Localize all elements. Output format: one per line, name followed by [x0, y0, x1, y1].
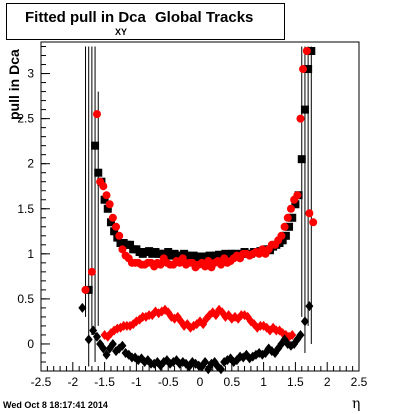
x-tick-label: 0 — [197, 375, 204, 389]
data-point-diamond — [99, 343, 108, 354]
data-point-diamond — [296, 329, 305, 340]
timestamp: Wed Oct 8 18:17:41 2014 — [3, 400, 108, 410]
data-point-circle — [108, 213, 117, 222]
data-point-square — [91, 141, 100, 150]
data-point-square — [288, 213, 297, 222]
y-tick-label: 1 — [27, 247, 34, 261]
y-tick-label: 2 — [27, 157, 34, 171]
x-tick-label: 0.5 — [223, 375, 240, 389]
x-tick-label: -1.5 — [94, 375, 115, 389]
data-point-circle — [293, 191, 302, 200]
data-point-square — [110, 227, 119, 236]
chart-title-rest: Global Tracks — [155, 9, 254, 26]
data-point-circle — [299, 65, 308, 74]
x-tick-label: -2 — [67, 375, 78, 389]
x-tick-label: -1 — [131, 375, 142, 389]
data-point-circle — [92, 110, 101, 119]
data-point-square — [291, 200, 300, 209]
data-point-diamond — [78, 302, 87, 313]
data-point-square — [285, 222, 294, 231]
data-point-circle — [115, 231, 124, 240]
x-tick-label: 2 — [324, 375, 331, 389]
data-point-diamond — [288, 329, 297, 340]
data-point-circle — [216, 260, 225, 269]
x-tick-label: 1 — [260, 375, 267, 389]
data-point-square — [100, 195, 109, 204]
data-point-square — [281, 231, 290, 240]
data-point-circle — [156, 260, 165, 269]
y-tick-label: 0 — [27, 337, 34, 351]
data-point-square — [307, 47, 316, 56]
data-point-circle — [112, 222, 121, 231]
data-point-diamond — [89, 325, 98, 336]
data-point-circle — [118, 245, 127, 254]
data-point-circle — [178, 254, 187, 263]
x-tick-label: -0.5 — [158, 375, 179, 389]
data-point-diamond — [108, 338, 117, 349]
chart-title-subscript: XY — [115, 27, 128, 37]
chart-title-box: Fitted pull in Dca XY Global Tracks — [6, 3, 285, 40]
x-tick-label: -2.5 — [31, 375, 52, 389]
x-tick-label: 2.5 — [351, 375, 368, 389]
y-tick-label: 3 — [27, 67, 34, 81]
data-point-circle — [277, 231, 286, 240]
data-point-circle — [283, 213, 292, 222]
data-point-circle — [102, 191, 111, 200]
y-axis-label: pull in Dca — [6, 49, 22, 120]
data-point-square — [278, 236, 287, 245]
data-point-circle — [302, 47, 311, 56]
data-point-diamond — [102, 349, 111, 360]
data-point-circle — [280, 222, 289, 231]
y-tick-label: 1.5 — [17, 202, 34, 216]
chart-title: Fitted pull in Dca — [25, 9, 146, 26]
data-point-circle — [204, 257, 213, 266]
data-point-square — [94, 168, 103, 177]
data-point-circle — [99, 182, 108, 191]
data-point-circle — [87, 267, 96, 276]
data-point-diamond — [84, 334, 93, 345]
data-point-circle — [296, 114, 305, 123]
x-axis-label: η — [352, 396, 360, 412]
data-point-square — [126, 240, 135, 249]
data-point-square — [297, 155, 306, 164]
data-point-diamond — [300, 316, 309, 327]
y-tick-label: 2.5 — [17, 112, 34, 126]
data-point-square — [103, 204, 112, 213]
y-tick-label: 0.5 — [17, 292, 34, 306]
x-tick-label: 1.5 — [287, 375, 304, 389]
data-point-circle — [286, 204, 295, 213]
data-point-circle — [309, 218, 318, 227]
data-point-square — [300, 105, 309, 114]
data-point-circle — [105, 200, 114, 209]
data-point-diamond — [118, 340, 127, 351]
data-point-diamond — [201, 356, 210, 367]
data-point-circle — [305, 209, 314, 218]
data-point-diamond — [92, 331, 101, 342]
data-point-circle — [81, 285, 90, 294]
data-point-diamond — [305, 301, 314, 312]
data-point-square — [106, 218, 115, 227]
data-point-square — [304, 65, 313, 74]
